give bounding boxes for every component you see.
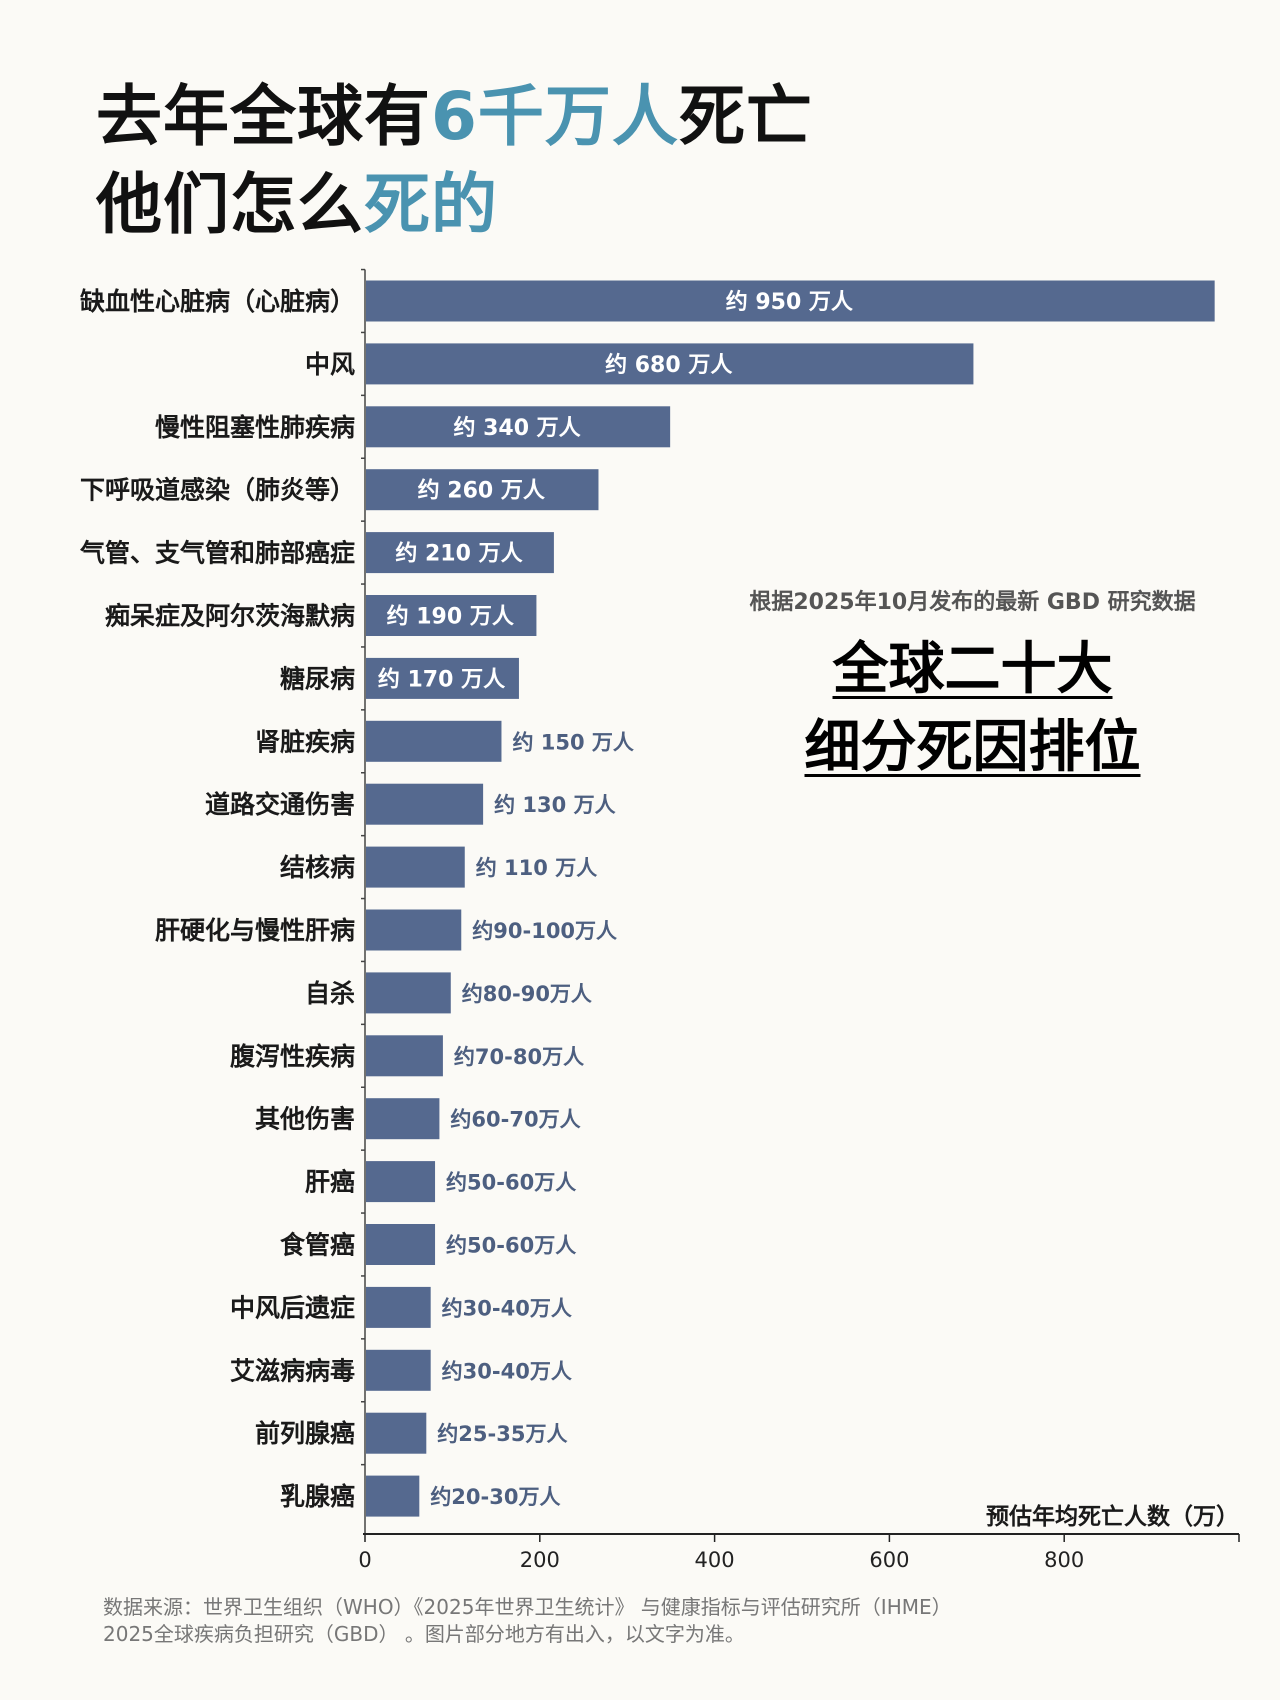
bar (366, 469, 599, 511)
data-label: 约 110 万人 (476, 856, 597, 880)
x-tick-label: 800 (1044, 1548, 1084, 1572)
title-text: 去年全球有 (96, 78, 431, 155)
category-label: 自杀 (305, 979, 355, 1008)
bar (366, 532, 554, 574)
data-label: 约 150 万人 (512, 730, 633, 754)
bar (366, 1475, 420, 1517)
category-label: 其他伤害 (255, 1105, 355, 1134)
bar (366, 657, 519, 699)
bar (366, 783, 484, 825)
category-label: 艾滋病病毒 (230, 1356, 355, 1385)
category-label: 中风后遗症 (230, 1293, 355, 1322)
category-label: 乳腺癌 (280, 1482, 355, 1511)
category-label: 肝癌 (305, 1168, 355, 1197)
x-tick-label: 400 (695, 1548, 735, 1572)
title-highlight: 6千万人 (431, 78, 679, 155)
bar (366, 406, 671, 448)
category-label: 气管、支气管和肺部癌症 (79, 539, 355, 568)
category-label: 结核病 (280, 853, 355, 882)
category-label: 慢性阻塞性肺疾病 (155, 413, 355, 442)
x-axis-title: 预估年均死亡人数（万） (986, 1503, 1239, 1530)
bar (366, 343, 974, 385)
bar (366, 1161, 436, 1203)
data-label: 约30-40万人 (442, 1359, 572, 1383)
bar (366, 1412, 427, 1454)
category-label: 缺血性心脏病（心脏病） (80, 287, 355, 316)
bar (366, 280, 1215, 322)
data-label: 约 260 万人 (418, 478, 545, 504)
data-label: 约20-30万人 (430, 1485, 560, 1509)
title-text: 死亡 (678, 78, 813, 155)
data-label: 约 340 万人 (453, 415, 580, 441)
data-label: 约90-100万人 (472, 919, 617, 943)
data-label: 约50-60万人 (446, 1234, 576, 1258)
headline-text: 细分死因排位 (804, 715, 1141, 780)
bar (366, 909, 462, 951)
x-tick-label: 0 (358, 1548, 371, 1572)
category-label: 食管癌 (280, 1231, 355, 1260)
data-label: 约60-70万人 (450, 1108, 580, 1132)
bar (366, 1035, 443, 1077)
data-label: 约 130 万人 (494, 793, 615, 817)
footer: 数据来源：世界卫生组织（WHO）《2025年世界卫生统计》 与健康指标与评估研究… (103, 1594, 952, 1648)
category-label: 肾脏疾病 (255, 727, 355, 756)
headline-2: 细分死因排位 (700, 720, 1245, 776)
data-label: 约 950 万人 (726, 289, 853, 315)
category-label: 痴呆症及阿尔茨海默病 (105, 602, 355, 631)
data-label: 约 680 万人 (605, 352, 732, 378)
footer-line: 2025全球疾病负担研究（GBD） 。图片部分地方有出入，以文字为准。 (103, 1622, 745, 1646)
x-tick-label: 200 (520, 1548, 560, 1572)
category-label: 腹泻性疾病 (230, 1042, 355, 1071)
data-label: 约25-35万人 (437, 1422, 567, 1446)
title-line-1: 去年全球有6千万人死亡 (96, 84, 813, 150)
category-label: 糖尿病 (280, 664, 355, 693)
bar (366, 595, 537, 636)
bar (366, 720, 502, 762)
data-label: 约30-40万人 (442, 1296, 572, 1320)
category-label: 前列腺癌 (255, 1419, 355, 1448)
data-label: 约 170 万人 (378, 666, 505, 692)
bar (366, 1286, 431, 1328)
x-tick-label: 600 (869, 1548, 909, 1572)
data-label: 约50-60万人 (446, 1171, 576, 1195)
title-text: 他们怎么 (96, 166, 364, 243)
footer-line: 数据来源：世界卫生组织（WHO）《2025年世界卫生统计》 与健康指标与评估研究… (103, 1595, 952, 1619)
data-label: 约 210 万人 (395, 541, 522, 567)
category-label: 肝硬化与慢性肝病 (155, 916, 355, 945)
headline-text: 全球二十大 (832, 637, 1113, 702)
title-line-2: 他们怎么死的 (96, 172, 498, 238)
data-label: 约80-90万人 (462, 982, 592, 1006)
title-highlight: 死的 (364, 166, 498, 243)
data-label: 约70-80万人 (454, 1045, 584, 1069)
data-label: 约 190 万人 (387, 604, 514, 630)
category-label: 道路交通伤害 (205, 790, 355, 819)
bar (366, 1224, 436, 1265)
category-label: 中风 (305, 350, 355, 379)
headline-1: 全球二十大 (700, 642, 1245, 698)
bar (366, 846, 465, 888)
source-note: 根据2025年10月发布的最新 GBD 研究数据 (749, 590, 1196, 615)
bar (366, 1098, 440, 1140)
bar (366, 1349, 431, 1391)
category-label: 下呼吸道感染（肺炎等） (80, 476, 355, 505)
bar (366, 972, 451, 1014)
